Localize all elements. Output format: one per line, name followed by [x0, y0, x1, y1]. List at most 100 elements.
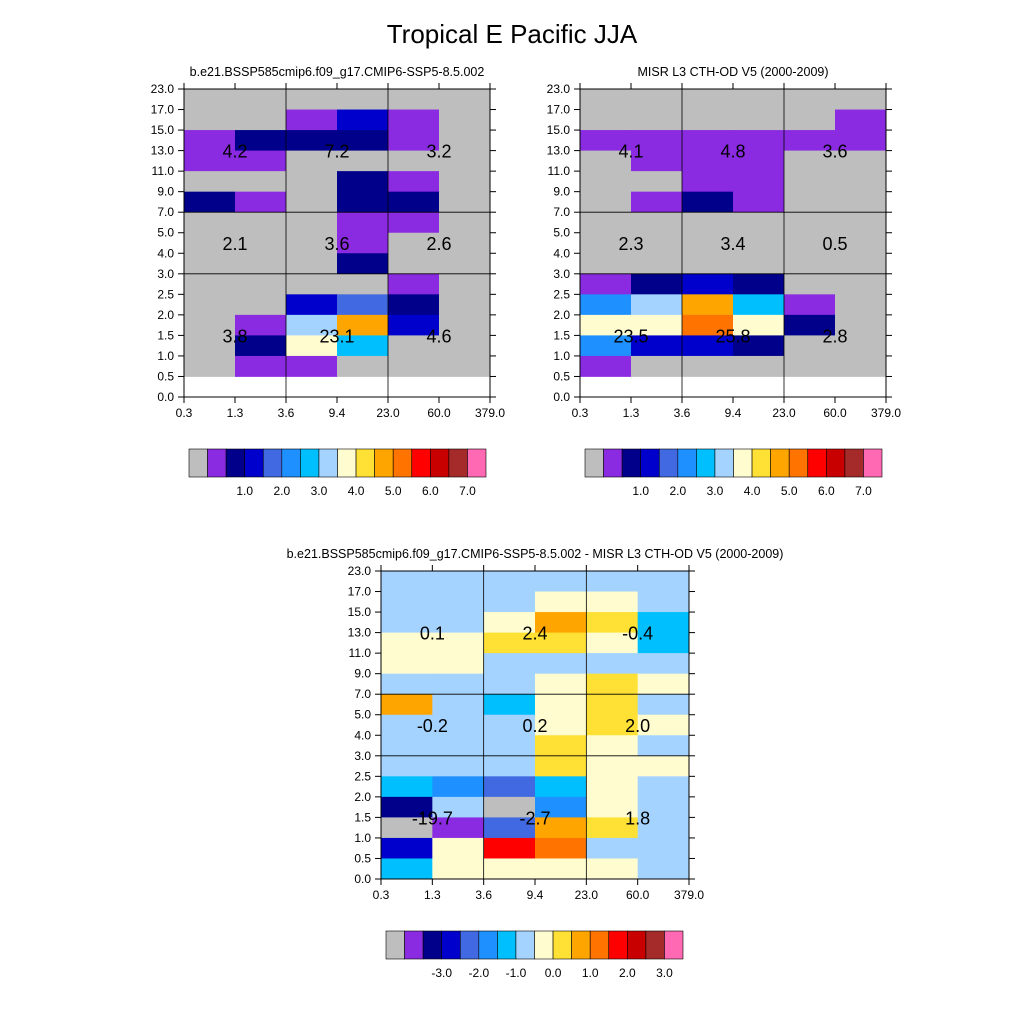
- heatmap-cell: [535, 694, 587, 716]
- heatmap-cell: [733, 314, 785, 336]
- heatmap-cell: [682, 335, 734, 357]
- heatmap-cell: [432, 714, 485, 736]
- region-value-label: 3.2: [426, 142, 451, 162]
- region-value-label: -0.2: [417, 716, 448, 736]
- heatmap-cell: [580, 335, 632, 357]
- colorbar-label: 1.0: [236, 484, 253, 498]
- colorbar-label: 7.0: [855, 484, 872, 498]
- heatmap-cell: [439, 355, 491, 377]
- colorbar-swatch: [225, 448, 245, 478]
- heatmap-cell: [388, 212, 440, 234]
- heatmap-cell: [184, 212, 236, 234]
- colorbar-swatch: [318, 448, 338, 478]
- y-tick-label: 1.0: [157, 349, 174, 363]
- heatmap-cell: [184, 109, 236, 131]
- heatmap-cell: [235, 335, 287, 357]
- heatmap-cell: [835, 294, 887, 316]
- heatmap-cell: [835, 171, 887, 193]
- colorbar-label: 4.0: [744, 484, 761, 498]
- heatmap-cell: [682, 273, 734, 295]
- colorbar: 1.0 2.0 3.0 4.0 5.0 6.0 7.0: [188, 448, 487, 498]
- y-tick-label: 11.0: [152, 164, 175, 178]
- x-tick-label: 379.0: [674, 888, 704, 902]
- heatmap-cell: [784, 232, 836, 254]
- heatmap-cell: [184, 355, 236, 377]
- heatmap-cell: [586, 673, 639, 695]
- y-tick-label: 3.0: [157, 267, 174, 281]
- heatmap-cell: [835, 253, 887, 275]
- heatmap-cell: [586, 612, 639, 633]
- x-tick-label: 1.3: [227, 406, 244, 420]
- heatmap-cell: [381, 673, 433, 695]
- y-tick-label: 13.0: [348, 626, 372, 640]
- heatmap-cell: [682, 109, 734, 131]
- heatmap-cell: [483, 653, 536, 675]
- heatmap-cell: [286, 109, 338, 131]
- y-tick-label: 1.5: [157, 328, 174, 342]
- heatmap-cell: [184, 253, 236, 275]
- heatmap-cell: [184, 335, 236, 357]
- heatmap-cell: [784, 335, 836, 357]
- y-tick-label: 5.0: [354, 708, 371, 722]
- heatmap-cell: [388, 171, 440, 193]
- heatmap-cell: [637, 755, 690, 777]
- colorbar-swatch: [467, 448, 487, 478]
- heatmap-cell: [580, 212, 632, 234]
- heatmap-cell: [184, 294, 236, 316]
- x-tick-label: 3.6: [674, 406, 691, 420]
- heatmap-cell: [337, 150, 389, 172]
- heatmap-cell: [586, 858, 639, 880]
- y-tick-label: 1.0: [354, 831, 371, 845]
- heatmap-cell: [184, 191, 236, 213]
- x-tick-label: 23.0: [575, 888, 599, 902]
- heatmap-cell: [586, 837, 639, 859]
- heatmap-cell: [483, 776, 536, 798]
- heatmap-cell: [381, 817, 433, 839]
- region-value-label: 3.8: [222, 326, 247, 346]
- heatmap-cell: [535, 571, 587, 592]
- y-tick-label: 4.0: [157, 246, 174, 260]
- heatmap-cell: [337, 335, 389, 357]
- heatmap-cell: [388, 191, 440, 213]
- heatmap-cell: [682, 150, 734, 172]
- heatmap-cell: [286, 232, 338, 254]
- x-tick-label: 60.0: [626, 888, 650, 902]
- colorbar-swatch: [658, 448, 679, 478]
- heatmap-cell: [835, 191, 887, 213]
- heatmap-cell: [235, 232, 287, 254]
- colorbar-swatch: [627, 930, 647, 960]
- heatmap-panel-1: 0.0 0.5 1.0 1.5 2.0 2.5 3.0 4.0 5.0 7.0 9.0 11.0 13.…: [151, 65, 506, 498]
- colorbar-swatch: [788, 448, 809, 478]
- heatmap-cell: [637, 612, 690, 633]
- y-tick-label: 7.0: [553, 205, 570, 219]
- heatmap-cell: [784, 253, 836, 275]
- heatmap-cell: [631, 294, 683, 316]
- y-tick-label: 5.0: [553, 226, 570, 240]
- colorbar-swatch: [603, 448, 623, 478]
- heatmap-cell: [439, 212, 491, 234]
- colorbar-label: 1.0: [632, 484, 649, 498]
- y-tick-label: 0.0: [354, 872, 371, 886]
- y-tick-label: 15.0: [547, 123, 571, 137]
- heatmap-cell: [631, 253, 683, 275]
- heatmap-cell: [439, 232, 491, 254]
- y-tick-label: 1.5: [553, 328, 570, 342]
- y-tick-label: 2.0: [354, 790, 371, 804]
- heatmap-cell: [733, 355, 785, 377]
- heatmap-cell: [439, 273, 491, 295]
- y-tick-label: 9.0: [553, 185, 570, 199]
- y-tick-label: 23.0: [151, 82, 175, 96]
- heatmap-cell: [631, 130, 683, 151]
- heatmap-cell: [682, 232, 734, 254]
- colorbar-swatch: [826, 448, 846, 478]
- heatmap-cell: [286, 253, 338, 275]
- heatmap-cell: [286, 130, 338, 151]
- heatmap-cell: [286, 355, 338, 377]
- heatmap-cell: [381, 837, 433, 859]
- heatmap-cell: [682, 171, 734, 193]
- colorbar-label: 5.0: [385, 484, 402, 498]
- heatmap-cell: [235, 212, 287, 234]
- heatmap-cell: [439, 130, 491, 151]
- heatmap-cell: [682, 130, 734, 151]
- heatmap-cell: [580, 171, 632, 193]
